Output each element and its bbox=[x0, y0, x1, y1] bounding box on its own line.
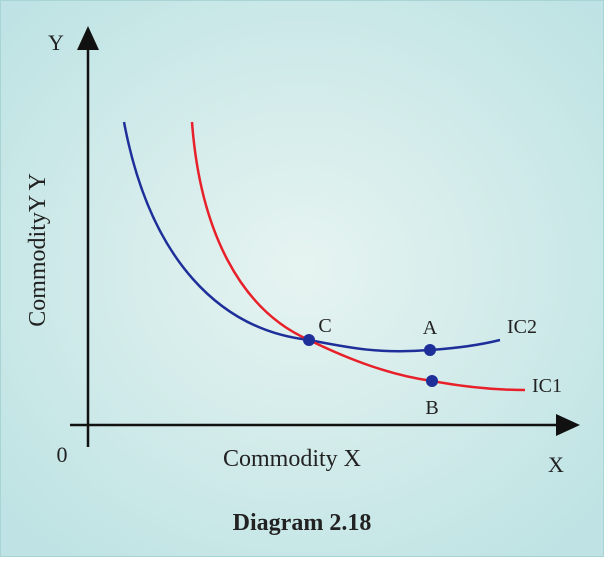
curve-label: IC2 bbox=[507, 316, 537, 338]
x-arrow bbox=[556, 414, 580, 436]
y-arrow bbox=[77, 26, 99, 50]
point-a bbox=[424, 344, 436, 356]
x-axis-letter: X bbox=[548, 452, 564, 477]
curve-ic1 bbox=[190, 121, 526, 392]
curve-ic2 bbox=[122, 121, 501, 353]
point-label: A bbox=[423, 317, 438, 339]
x-axis-title: Commodity X bbox=[223, 446, 361, 472]
point-b bbox=[426, 375, 438, 387]
point-label: B bbox=[425, 397, 438, 419]
point-c bbox=[303, 334, 315, 346]
y-axis-title: CommodityY Y bbox=[25, 173, 51, 327]
y-axis-letter: Y bbox=[48, 30, 64, 55]
point-label: C bbox=[318, 315, 331, 337]
caption: Diagram 2.18 bbox=[233, 510, 372, 536]
origin-label: 0 bbox=[57, 442, 68, 467]
curve-label: IC1 bbox=[532, 375, 562, 397]
